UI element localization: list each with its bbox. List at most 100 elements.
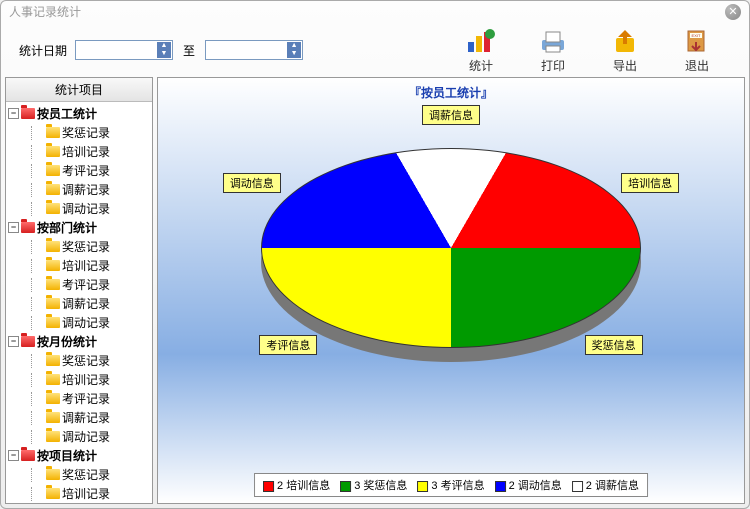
- folder-icon: [21, 108, 35, 119]
- tree-group[interactable]: − 按项目统计: [8, 446, 150, 465]
- app-window: 人事记录统计 ✕ 统计日期 ▲▼ 至 ▲▼ 统计 打印: [0, 0, 750, 509]
- folder-icon: [46, 393, 60, 404]
- tree-item[interactable]: 培训记录: [8, 484, 150, 503]
- tree-group[interactable]: − 按月份统计: [8, 332, 150, 351]
- folder-icon: [46, 260, 60, 271]
- pie-slice-label: 培训信息: [621, 173, 679, 193]
- tree-group-label: 按项目统计: [37, 447, 97, 464]
- window-title: 人事记录统计: [9, 1, 81, 23]
- tree-group[interactable]: −按部门统计: [8, 218, 150, 237]
- pie-face: [261, 148, 641, 348]
- tree-item[interactable]: 奖惩记录: [8, 351, 150, 370]
- folder-icon: [21, 222, 35, 233]
- tree-item[interactable]: 奖惩记录: [8, 123, 150, 142]
- folder-icon: [46, 279, 60, 290]
- tree-item-label: 调动记录: [62, 314, 110, 331]
- collapse-icon[interactable]: −: [8, 222, 19, 233]
- chart-title: 『按员工统计』: [158, 84, 744, 101]
- folder-icon: [46, 298, 60, 309]
- tree-item[interactable]: 培训记录: [8, 142, 150, 161]
- date-to-input[interactable]: ▲▼: [205, 40, 303, 60]
- tree-group-label: 按月份统计: [37, 333, 97, 350]
- folder-icon: [46, 355, 60, 366]
- stat-button[interactable]: 统计: [457, 27, 505, 74]
- tree-item[interactable]: 调动记录: [8, 199, 150, 218]
- tree-item[interactable]: 调动记录: [8, 313, 150, 332]
- titlebar: 人事记录统计 ✕: [1, 1, 749, 23]
- tree-item-label: 培训记录: [62, 485, 110, 502]
- legend-item: 3 奖惩信息: [340, 477, 407, 493]
- tree-item-label: 奖惩记录: [62, 466, 110, 483]
- folder-icon: [46, 165, 60, 176]
- pie-slice-label: 奖惩信息: [585, 335, 643, 355]
- toolbar: 统计日期 ▲▼ 至 ▲▼ 统计 打印: [1, 23, 749, 77]
- tree-item-label: 调动记录: [62, 200, 110, 217]
- close-icon[interactable]: ✕: [725, 4, 741, 20]
- tree-item-label: 考评记录: [62, 162, 110, 179]
- folder-icon: [46, 431, 60, 442]
- printer-icon: [537, 27, 569, 55]
- tree-item-label: 调薪记录: [62, 295, 110, 312]
- folder-icon: [46, 317, 60, 328]
- tree-item-label: 奖惩记录: [62, 238, 110, 255]
- collapse-icon[interactable]: −: [8, 450, 19, 461]
- side-panel: 统计项目 −按员工统计奖惩记录培训记录考评记录调薪记录调动记录−按部门统计奖惩记…: [5, 77, 153, 504]
- tree-item[interactable]: 奖惩记录: [8, 237, 150, 256]
- tree-item-label: 培训记录: [62, 371, 110, 388]
- pie-slice-label: 调薪信息: [422, 105, 480, 125]
- pie-slice-label: 调动信息: [223, 173, 281, 193]
- exit-icon: EXIT: [681, 27, 713, 55]
- print-button-label: 打印: [541, 57, 565, 74]
- tree-item[interactable]: 考评记录: [8, 275, 150, 294]
- tree-item-label: 培训记录: [62, 257, 110, 274]
- folder-icon: [21, 336, 35, 347]
- folder-icon: [21, 450, 35, 461]
- tree-item[interactable]: 调薪记录: [8, 180, 150, 199]
- side-header: 统计项目: [6, 78, 152, 102]
- svg-text:EXIT: EXIT: [692, 33, 701, 38]
- tree-item[interactable]: 调动记录: [8, 427, 150, 446]
- legend-item: 2 调动信息: [495, 477, 562, 493]
- folder-icon: [46, 469, 60, 480]
- tree-group[interactable]: − 按员工统计: [8, 104, 150, 123]
- collapse-icon[interactable]: −: [8, 108, 19, 119]
- export-button-label: 导出: [613, 57, 637, 74]
- export-icon: [609, 27, 641, 55]
- folder-icon: [46, 412, 60, 423]
- date-from-input[interactable]: ▲▼: [75, 40, 173, 60]
- toolbar-buttons: 统计 打印 导出 EXIT 退出: [457, 27, 739, 74]
- legend-item: 2 培训信息: [263, 477, 330, 493]
- export-button[interactable]: 导出: [601, 27, 649, 74]
- tree-item[interactable]: 考评记录: [8, 389, 150, 408]
- legend-item: 2 调薪信息: [572, 477, 639, 493]
- tree-item[interactable]: 培训记录: [8, 370, 150, 389]
- folder-icon: [46, 374, 60, 385]
- pie-chart: [261, 148, 641, 348]
- tree-item[interactable]: 奖惩记录: [8, 465, 150, 484]
- chart-panel: 『按员工统计』 培训信息奖惩信息考评信息调动信息调薪信息 2 培训信息3 奖惩信…: [157, 77, 745, 504]
- date-to-spinner[interactable]: ▲▼: [287, 42, 301, 58]
- tree-item-label: 调薪记录: [62, 409, 110, 426]
- folder-icon: [46, 146, 60, 157]
- collapse-icon[interactable]: −: [8, 336, 19, 347]
- date-from-spinner[interactable]: ▲▼: [157, 42, 171, 58]
- chart-icon: [465, 27, 497, 55]
- folder-icon: [46, 241, 60, 252]
- tree-item-label: 培训记录: [62, 143, 110, 160]
- tree-item[interactable]: 考评记录: [8, 161, 150, 180]
- tree-item[interactable]: 培训记录: [8, 256, 150, 275]
- exit-button-label: 退出: [685, 57, 709, 74]
- tree-group-label: 按员工统计: [37, 105, 97, 122]
- folder-icon: [46, 203, 60, 214]
- date-to-label: 至: [183, 42, 195, 59]
- body-area: 统计项目 −按员工统计奖惩记录培训记录考评记录调薪记录调动记录−按部门统计奖惩记…: [5, 77, 745, 504]
- print-button[interactable]: 打印: [529, 27, 577, 74]
- tree-item-label: 考评记录: [62, 390, 110, 407]
- stat-button-label: 统计: [469, 57, 493, 74]
- legend-item: 3 考评信息: [417, 477, 484, 493]
- tree-item[interactable]: 调薪记录: [8, 408, 150, 427]
- exit-button[interactable]: EXIT 退出: [673, 27, 721, 74]
- tree-item[interactable]: 调薪记录: [8, 294, 150, 313]
- folder-icon: [46, 184, 60, 195]
- tree-item-label: 调动记录: [62, 428, 110, 445]
